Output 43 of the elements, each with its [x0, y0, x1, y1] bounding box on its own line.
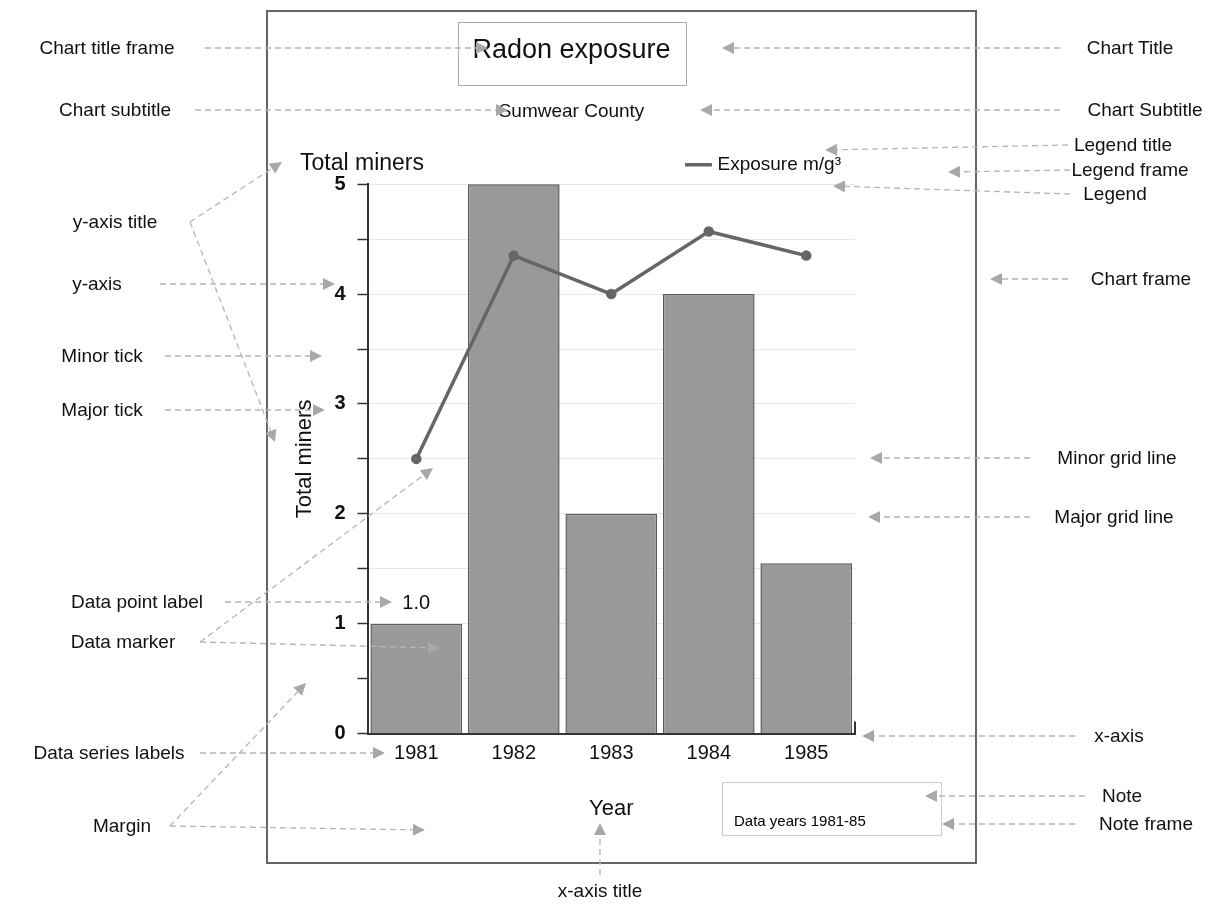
x-tick-label: 1981	[394, 741, 439, 764]
text: Note	[1101, 785, 1143, 807]
text: Legend	[1083, 183, 1147, 205]
point	[508, 250, 520, 261]
x-tick-label: 1984	[686, 741, 732, 764]
x-tick-label: 1982	[491, 741, 537, 764]
text: Legend frame	[1071, 159, 1189, 181]
text: Minor tick	[61, 345, 143, 367]
y-tick-label: 4	[334, 281, 347, 304]
point	[703, 226, 715, 237]
x-tick-label: 1985	[784, 741, 829, 764]
y-tick-label: 1	[334, 611, 346, 634]
y-tick-label: 0	[334, 721, 346, 744]
y-tick-label: 2	[334, 501, 346, 524]
text: Chart Title	[1086, 37, 1174, 59]
text: Chart title frame	[39, 37, 175, 59]
text: Major tick	[61, 399, 143, 421]
text: Margin	[92, 815, 152, 837]
text: y-axis	[72, 273, 122, 295]
text: y-axis title	[72, 211, 158, 233]
y-tick-label: 3	[334, 391, 346, 414]
text: Note frame	[1099, 813, 1193, 835]
text: Chart frame	[1090, 268, 1192, 290]
text: Data series labels	[33, 742, 185, 764]
y-axis-title: Total miners	[291, 399, 317, 519]
point	[606, 288, 617, 300]
text: x-axis title	[557, 880, 643, 902]
text: x-axis	[1094, 725, 1144, 747]
text: Chart Subtitle	[1087, 99, 1203, 121]
text: Data years 1981-85	[734, 812, 866, 829]
text: Data point label	[70, 591, 204, 613]
text: Major grid line	[1054, 506, 1174, 528]
text: Legend title	[1073, 134, 1173, 156]
text: Minor grid line	[1057, 447, 1177, 469]
chart-subtitle: Sumwear County	[498, 100, 645, 122]
x-axis-title: Year	[589, 794, 634, 820]
text: Chart subtitle	[59, 99, 171, 121]
text: Data marker	[70, 631, 176, 653]
point	[411, 453, 422, 465]
point	[801, 250, 812, 261]
legend-label: Exposure m/g³	[717, 152, 841, 174]
data-label: 1.0	[402, 591, 431, 614]
x-tick-label: 1983	[589, 741, 634, 764]
